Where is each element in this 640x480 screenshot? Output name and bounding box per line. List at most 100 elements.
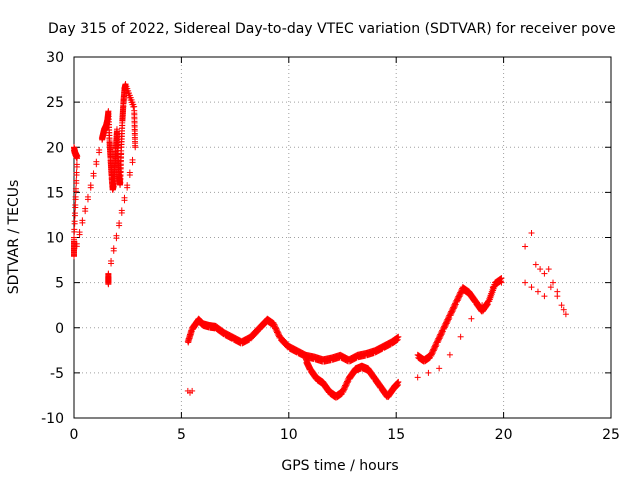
data-point [129,159,136,166]
data-point [522,243,529,250]
data-point [105,279,112,286]
data-point [484,301,491,308]
data-point [443,320,450,327]
data-point [87,184,94,191]
data-point [444,319,451,326]
data-point [76,231,83,238]
x-tick-label: 20 [495,427,513,443]
data-point [449,308,456,315]
data-point [433,342,440,349]
data-point [450,305,457,312]
data-point [457,290,464,297]
data-point [443,321,450,328]
data-point [439,329,446,336]
data-point [425,369,432,376]
y-tick-label: 5 [55,276,64,292]
data-point [394,336,401,343]
data-point [451,304,458,311]
data-point [434,339,441,346]
data-point [522,279,529,286]
data-point [435,338,442,345]
data-point [457,292,464,299]
data-point [189,387,196,394]
x-tick-label: 25 [602,427,620,443]
data-point [435,336,442,343]
data-point [340,387,347,394]
data-point [270,320,277,327]
data-point [562,311,569,318]
data-point [72,196,79,203]
data-point [489,284,496,291]
data-point [447,312,454,319]
y-tick-label: -5 [50,366,64,382]
data-point [436,335,443,342]
data-point [72,204,79,211]
x-tick-label: 15 [387,427,405,443]
y-tick-label: 15 [46,185,64,201]
data-point [71,212,78,219]
data-point [93,161,100,168]
data-point [446,351,453,358]
data-point [437,334,444,341]
data-point [432,344,439,351]
x-axis-label: GPS time / hours [281,458,398,474]
data-point [342,383,349,390]
data-point [118,150,125,157]
data-point [96,149,103,156]
data-point [498,279,505,286]
data-point [341,386,348,393]
data-point [71,228,78,235]
data-point [71,252,77,259]
data-point [558,302,565,309]
data-point [428,352,435,359]
data-point [438,331,445,338]
data-point [448,309,455,316]
data-point [79,219,86,226]
data-point [432,343,439,350]
data-point [82,208,89,215]
grid [74,57,611,418]
x-tick-label: 0 [70,427,79,443]
data-point [439,328,446,335]
data-point [428,351,435,358]
data-point [126,172,133,179]
data-point [532,261,539,268]
data-point [441,325,448,332]
data-point [414,374,421,381]
x-tick-label: 5 [177,427,186,443]
y-tick-label: -10 [41,411,64,427]
data-point [344,379,351,386]
data-point [73,180,80,187]
data-point [452,302,459,309]
data-point [450,306,457,313]
data-point [560,306,567,313]
data-point [121,197,128,204]
data-point [340,389,347,396]
data-point [124,184,131,191]
data-point [116,222,123,229]
data-point [113,235,120,242]
data-point [537,266,544,273]
data-point [429,350,436,357]
data-point [441,324,448,331]
data-point [455,296,462,303]
data-point [71,220,78,227]
data-point [452,301,459,308]
y-axis-label: SDTVAR / TECUs [6,180,22,295]
axis-ticks: 0 5 10 15 20 25 -10 -5 0 5 10 15 20 25 30 [41,50,620,443]
data-point [448,311,455,318]
data-point [84,196,91,203]
data-point [344,380,351,387]
data-point [342,385,349,392]
data-point [395,333,402,340]
data-point [430,348,437,355]
data-point [254,329,261,336]
x-tick-label: 10 [280,427,298,443]
y-tick-label: 0 [55,321,64,337]
data-point [73,243,80,250]
data-point [457,333,464,340]
data-point [454,297,461,304]
data-point [444,317,451,324]
data-point [110,247,117,254]
data-point [90,172,97,179]
